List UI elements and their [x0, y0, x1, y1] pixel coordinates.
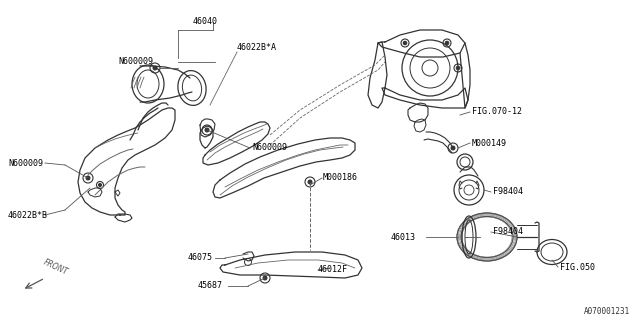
Text: N600009: N600009: [8, 158, 43, 167]
Text: F98404: F98404: [493, 228, 523, 236]
Text: 46040: 46040: [193, 18, 218, 27]
Circle shape: [308, 180, 312, 184]
Circle shape: [205, 128, 209, 132]
Text: 46022B*A: 46022B*A: [237, 44, 277, 52]
Text: F98404: F98404: [493, 188, 523, 196]
Circle shape: [86, 176, 90, 180]
Text: A070001231: A070001231: [584, 308, 630, 316]
Circle shape: [456, 66, 460, 70]
Circle shape: [153, 66, 157, 70]
Circle shape: [99, 183, 102, 187]
Circle shape: [263, 276, 267, 280]
Text: M000149: M000149: [472, 139, 507, 148]
Text: M000186: M000186: [323, 173, 358, 182]
Text: 46012F: 46012F: [318, 266, 348, 275]
Text: 46075: 46075: [188, 253, 213, 262]
Text: N600009: N600009: [252, 142, 287, 151]
Text: 46022B*B: 46022B*B: [8, 211, 48, 220]
Circle shape: [445, 41, 449, 45]
Text: N600009: N600009: [118, 58, 153, 67]
Circle shape: [403, 41, 407, 45]
Text: 46013: 46013: [391, 233, 416, 242]
Text: FIG.070-12: FIG.070-12: [472, 108, 522, 116]
Text: FRONT: FRONT: [42, 258, 69, 277]
Text: FIG.050: FIG.050: [560, 262, 595, 271]
Circle shape: [451, 146, 455, 150]
Text: 45687: 45687: [198, 282, 223, 291]
